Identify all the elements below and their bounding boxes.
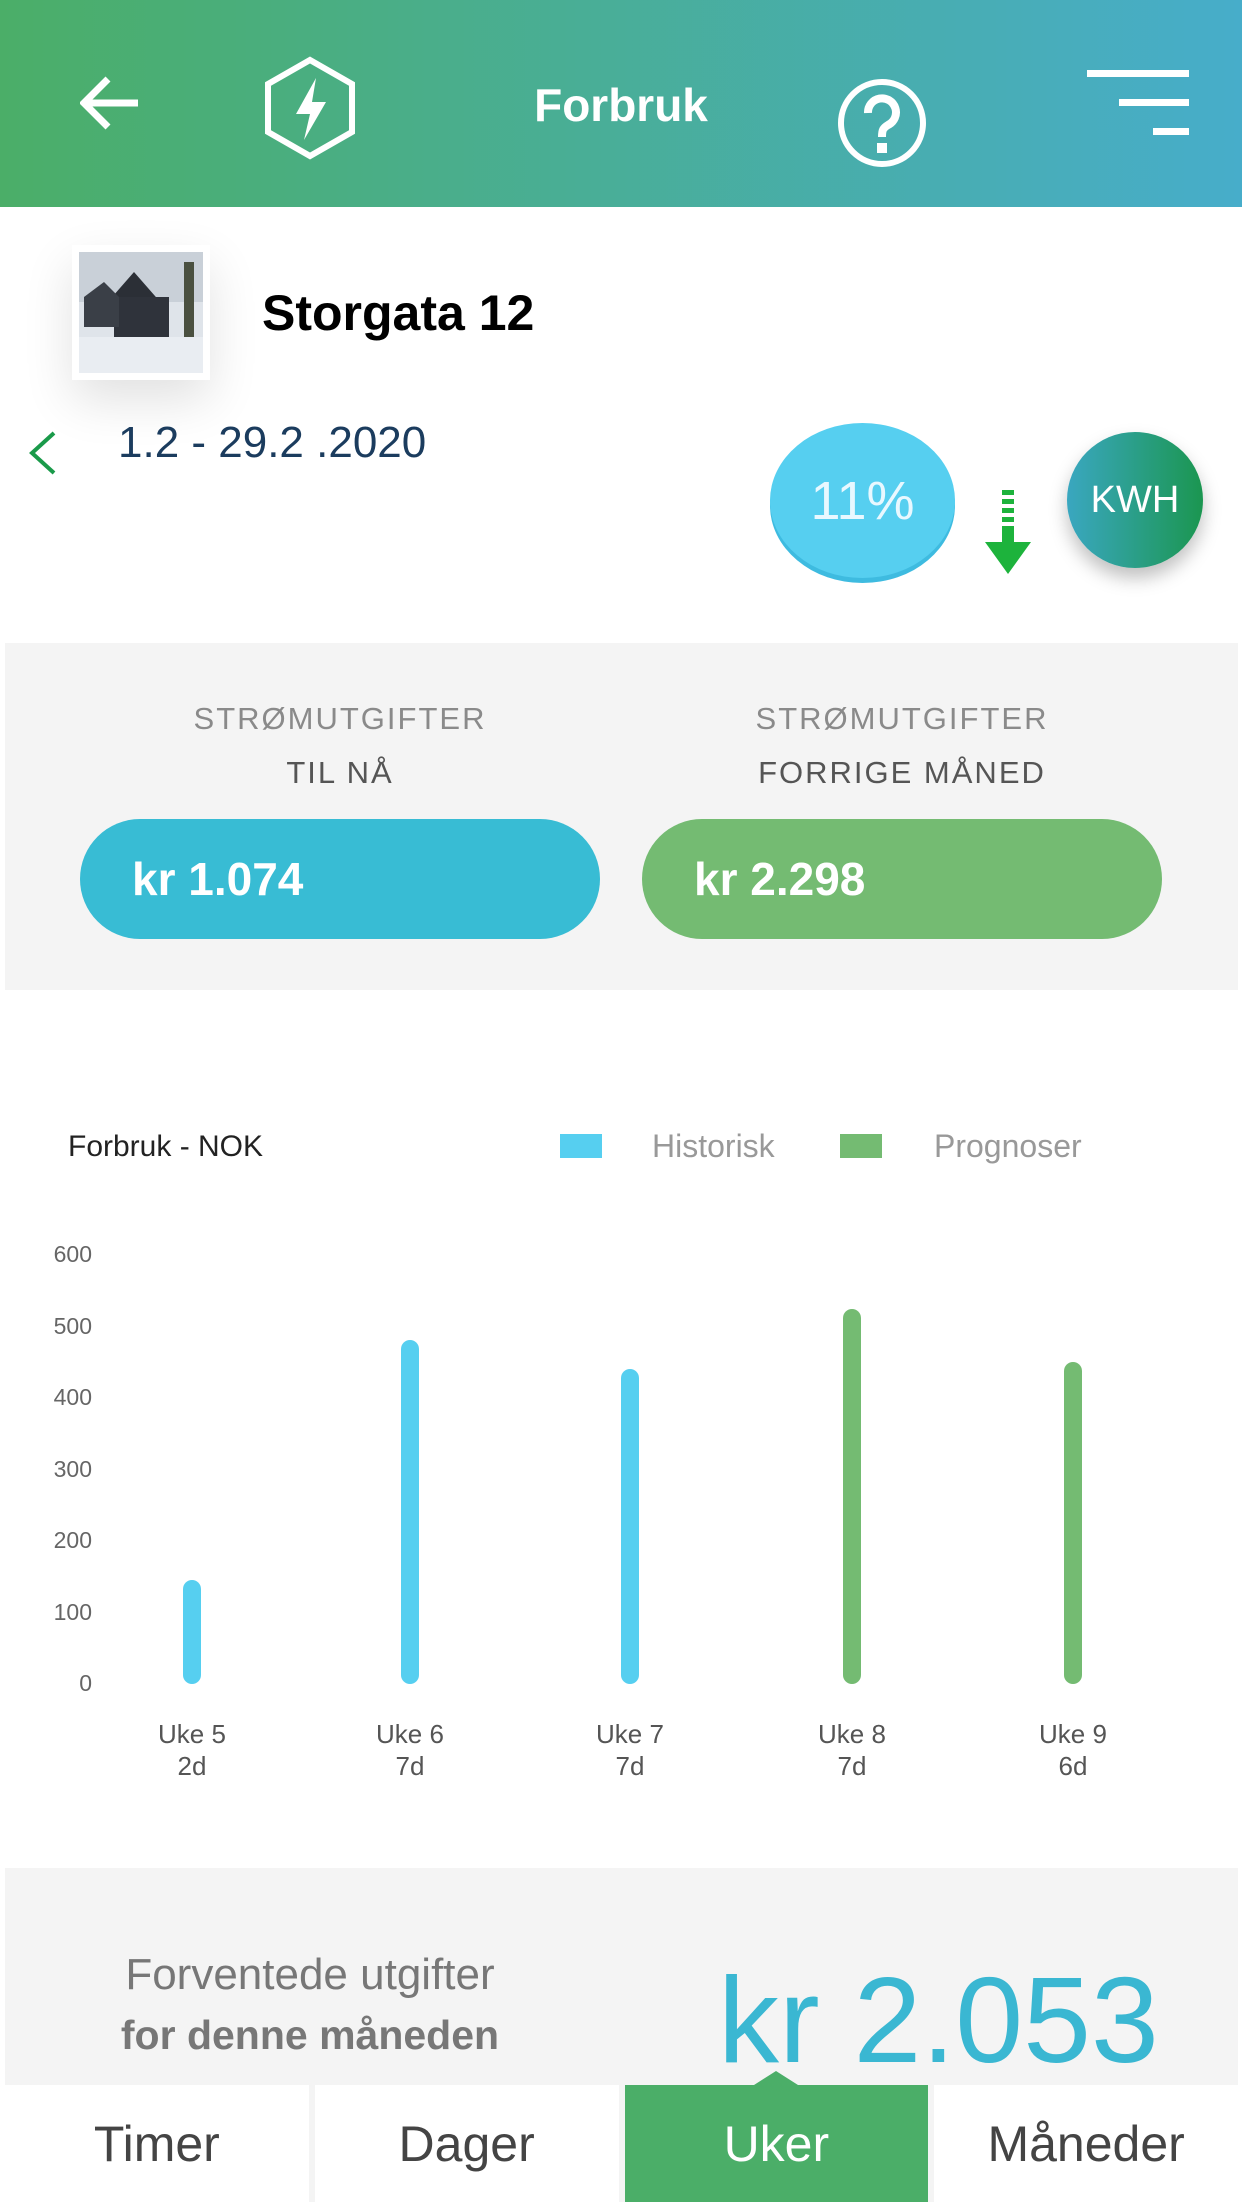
app-header: Forbruk [0,0,1242,207]
x-label-days: 6d [1058,1751,1088,1781]
chart-bar[interactable] [843,1308,861,1684]
x-label-week: Uke 5 [158,1719,226,1749]
y-tick-label: 400 [53,1384,92,1410]
property-photo [72,245,210,380]
cost-label: STRØMUTGIFTER [193,701,487,736]
cost-current: STRØMUTGIFTER TIL NÅ kr 1.074 [80,643,600,939]
cost-previous-value: kr 2.298 [642,819,1162,939]
forecast-label: Forventede utgifter [125,1950,495,1999]
cost-label: STRØMUTGIFTER [755,701,1049,736]
x-axis-label: Uke 5 2d [122,1718,262,1782]
help-icon[interactable] [836,77,928,169]
forecast-value: kr 2.053 [718,1952,1159,2088]
chart-bar[interactable] [621,1368,639,1684]
cost-sublabel: FORRIGE MÅNED [758,755,1046,790]
down-arrow-icon [985,490,1031,574]
period-tabs: Timer Dager Uker Måneder [5,2071,1238,2202]
legend-prognoser: Prognoser [934,1128,1082,1164]
y-tick-label: 300 [53,1455,92,1482]
chart-bar[interactable] [1064,1362,1082,1684]
previous-period-chevron-icon[interactable] [26,430,58,476]
forecast-panel [5,1868,1238,2085]
chart-bar[interactable] [401,1340,419,1684]
y-tick-label: 200 [53,1527,92,1553]
period-range: 1.2 - 29.2 .2020 [118,418,427,467]
tab-dager[interactable]: Dager [314,2085,619,2202]
x-label-week: Uke 9 [1039,1719,1107,1749]
y-tick-label: 100 [53,1598,92,1625]
y-tick-label: 0 [79,1670,92,1696]
y-tick-label: 500 [53,1312,92,1339]
tab-timer[interactable]: Timer [5,2085,309,2202]
unit-toggle-button[interactable]: KWH [1067,432,1203,568]
back-arrow-icon[interactable] [80,75,142,131]
chart-bar[interactable] [183,1580,201,1684]
y-tick-label: 600 [53,1241,92,1267]
cost-current-value: kr 1.074 [80,819,600,939]
legend-historisk: Historisk [652,1128,775,1164]
page-title: Forbruk [534,79,708,131]
cost-previous: STRØMUTGIFTER FORRIGE MÅNED kr 2.298 [642,643,1162,939]
change-percent-badge: 11% [770,423,955,578]
x-axis-label: Uke 7 7d [560,1718,700,1782]
x-axis-label: Uke 9 6d [1003,1718,1143,1782]
cost-summary-panel: STRØMUTGIFTER TIL NÅ kr 1.074 STRØMUTGIF… [5,643,1238,990]
tab-uker[interactable]: Uker [624,2071,929,2202]
tab-maneder[interactable]: Måneder [934,2085,1238,2202]
forecast-sublabel: for denne måneden [120,2012,500,2058]
legend-swatch-prognoser [840,1134,882,1158]
lightning-hexagon-icon[interactable] [264,56,356,160]
menu-icon[interactable] [1087,70,1189,136]
x-axis-label: Uke 6 7d [340,1718,480,1782]
chart-title: Forbruk - NOK [68,1130,264,1163]
cost-sublabel: TIL NÅ [286,755,394,790]
x-label-days: 7d [837,1751,867,1781]
x-label-week: Uke 8 [818,1719,886,1749]
legend-swatch-historisk [560,1134,602,1158]
x-label-week: Uke 6 [376,1719,444,1749]
x-axis-label: Uke 8 7d [782,1718,922,1782]
x-label-days: 2d [177,1751,207,1781]
property-address: Storgata 12 [262,285,535,341]
x-label-days: 7d [395,1751,425,1781]
x-label-week: Uke 7 [596,1719,664,1749]
x-label-days: 7d [615,1751,645,1781]
